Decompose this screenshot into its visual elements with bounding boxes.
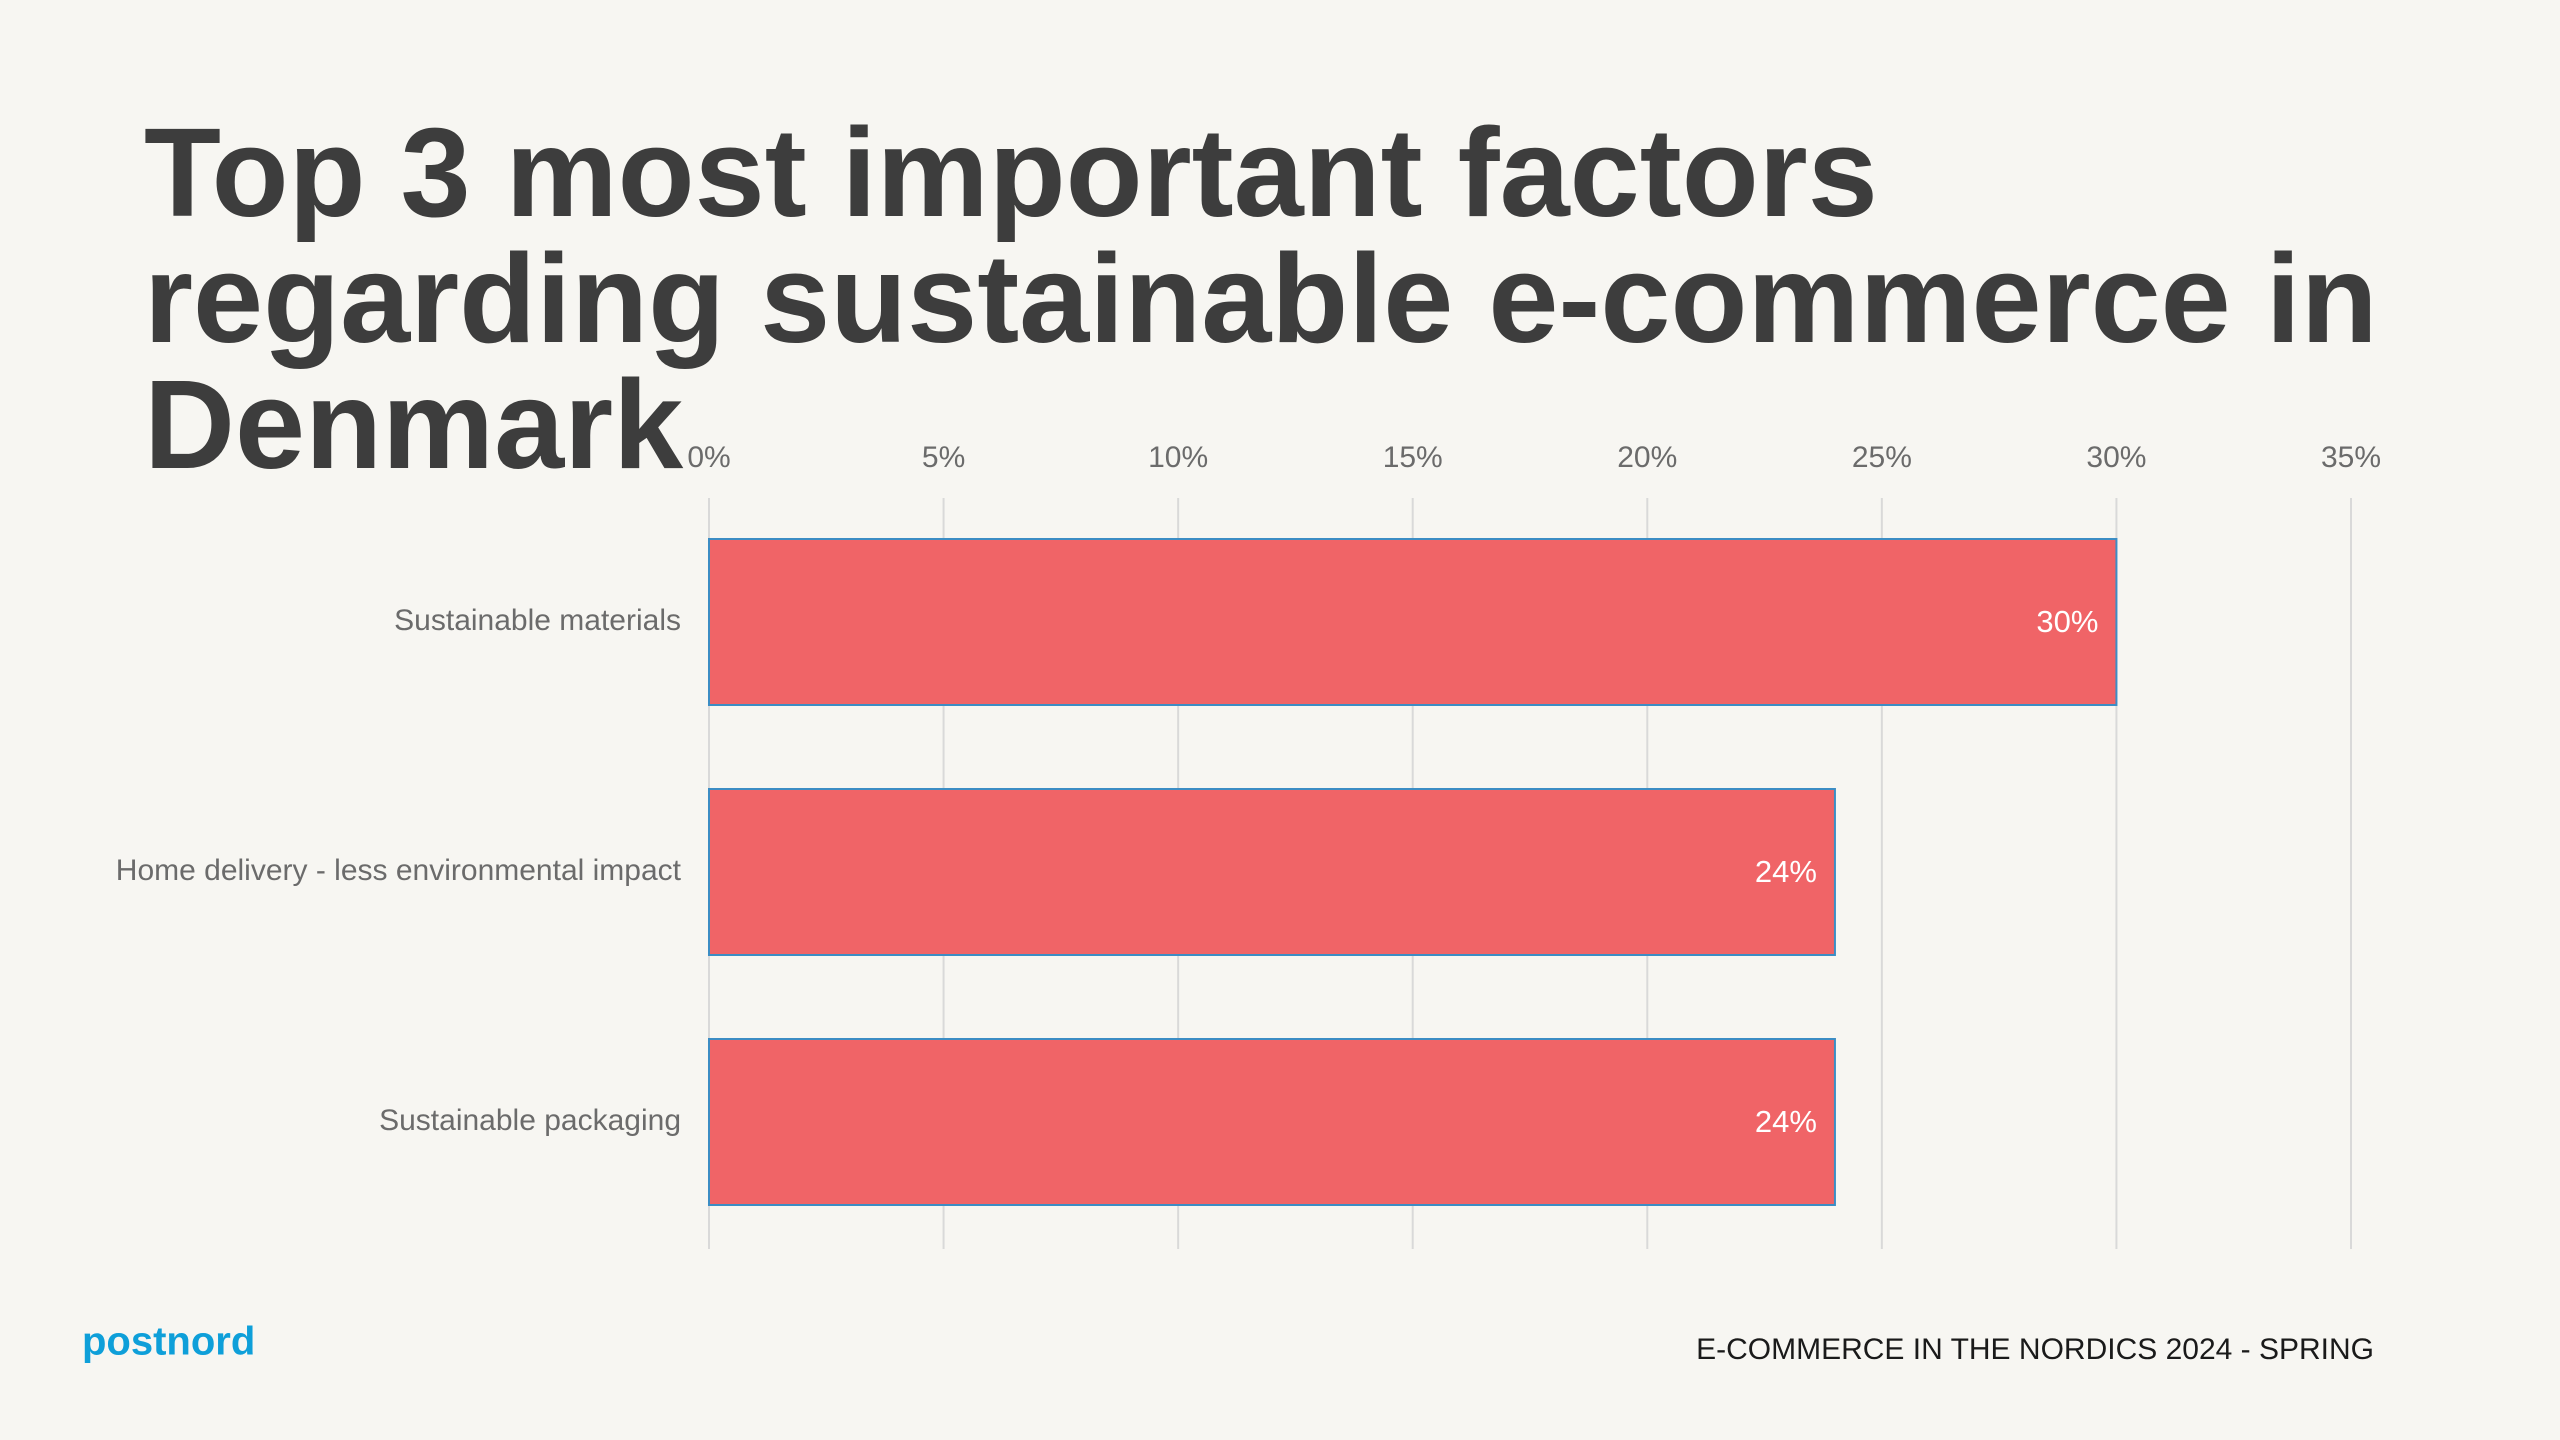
x-tick-label: 25% [1852,441,1912,474]
bar [708,538,2118,706]
x-tick-label: 20% [1617,441,1677,474]
value-label: 24% [1755,854,1817,889]
bar [708,1038,1836,1206]
x-tick-label: 35% [2321,441,2381,474]
value-label: 30% [2036,604,2098,639]
bar [708,788,1836,956]
x-tick-label: 5% [922,441,965,474]
x-tick-label: 10% [1148,441,1208,474]
value-label: 24% [1755,1104,1817,1139]
x-tick-label: 15% [1383,441,1443,474]
y-tick-label: Sustainable packaging [379,1104,681,1137]
footer-text: E-COMMERCE IN THE NORDICS 2024 - SPRING [1696,1333,2374,1366]
y-tick-label: Sustainable materials [394,604,681,637]
chart-title: Top 3 most important factors regarding s… [144,102,2378,495]
logo: postnord [82,1320,255,1364]
x-tick-label: 0% [687,441,730,474]
x-tick-label: 30% [2086,441,2146,474]
y-tick-label: Home delivery - less environmental impac… [116,854,682,887]
